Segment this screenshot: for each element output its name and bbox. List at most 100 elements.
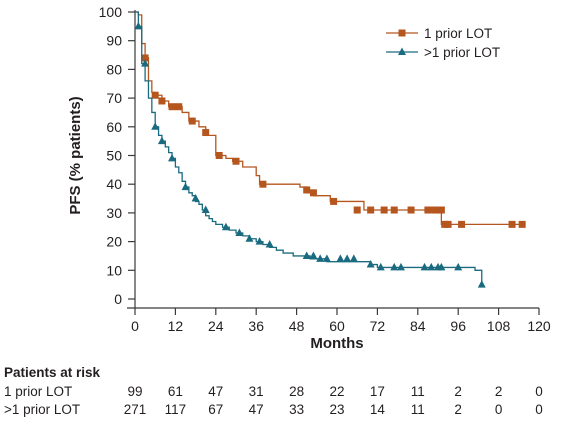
x-tick-label: 48: [289, 318, 305, 334]
y-tick-label: 50: [106, 148, 122, 164]
pfs-chart: 0 10 20 30 40 50 60 70 80 90 100 0 12 24 36 48 60 72 84 96 1…: [67, 4, 551, 352]
risk-count: 11: [410, 384, 425, 399]
censor-mark: [396, 262, 405, 271]
x-tick-label: 96: [450, 318, 466, 334]
censor-mark: [181, 182, 190, 191]
y-tick-label: 20: [106, 234, 122, 250]
censor-mark: [424, 206, 432, 214]
censor-mark: [188, 117, 196, 125]
series-2: [134, 11, 486, 288]
censor-mark: [330, 197, 338, 205]
series-layer: [134, 11, 526, 288]
censor-mark: [168, 103, 176, 111]
risk-count: 33: [289, 402, 305, 417]
censor-mark: [427, 262, 436, 271]
censor-mark: [407, 206, 415, 214]
y-tick-label: 40: [106, 176, 122, 192]
censor-mark: [309, 251, 318, 259]
censor-mark: [245, 234, 254, 242]
risk-count: 0: [535, 384, 543, 399]
censor-mark: [302, 251, 311, 259]
censor-mark: [235, 228, 244, 236]
censor-mark: [175, 103, 183, 111]
x-tick-label: 72: [370, 318, 386, 334]
censor-mark: [353, 206, 361, 214]
risk-count: 22: [329, 384, 345, 399]
censor-mark: [215, 152, 223, 159]
y-axis-title: PFS (% patients): [67, 96, 84, 214]
censor-mark: [309, 189, 317, 197]
censor-mark: [157, 136, 166, 145]
censor-mark: [437, 206, 445, 214]
censor-mark: [134, 21, 143, 30]
risk-count: 14: [369, 402, 385, 417]
censor-mark: [390, 262, 399, 271]
censor-mark: [336, 254, 345, 262]
x-tick-label: 108: [487, 318, 511, 334]
censor-mark: [221, 222, 230, 231]
censor-mark: [349, 254, 358, 262]
censor-mark: [202, 129, 210, 137]
censor-mark: [151, 91, 159, 99]
x-tick-label: 36: [248, 318, 264, 334]
risk-count: 0: [494, 402, 503, 417]
y-tick-label: 60: [106, 119, 122, 135]
censor-mark: [508, 220, 516, 228]
censor-mark: [420, 262, 429, 271]
risk-count: 2: [454, 384, 462, 399]
y-tick-label: 90: [106, 33, 122, 49]
risk-count: 23: [329, 402, 345, 417]
risk-count: 99: [127, 384, 143, 399]
censor-mark: [444, 220, 452, 228]
x-axis-title: Months: [310, 335, 363, 352]
x-tick-label: 60: [329, 318, 345, 334]
risk-count: 11: [410, 402, 425, 417]
risk-count: 0: [535, 402, 543, 417]
censor-mark: [380, 206, 388, 214]
censor-mark: [201, 205, 210, 214]
censor-mark: [477, 280, 486, 288]
legend-marker: [398, 47, 406, 55]
y-tick-label: 10: [106, 262, 122, 278]
censor-mark: [376, 262, 385, 271]
y-tick-label: 70: [106, 90, 122, 106]
y-tick-label: 0: [114, 291, 122, 307]
censor-mark: [265, 239, 274, 248]
legend-item: 1 prior LOT: [386, 26, 492, 41]
censor-mark: [366, 260, 375, 268]
censor-mark: [303, 186, 311, 194]
censor-mark: [343, 254, 352, 262]
risk-count: 117: [164, 402, 187, 417]
risk-count: 47: [248, 402, 264, 417]
risk-count: 47: [208, 384, 224, 399]
risk-row-1-prior-lot: 1 prior LOT 99 61 47 31 28 22 17 11 2 2 0: [0, 384, 561, 402]
censor-mark: [458, 220, 466, 228]
y-tick-label: 80: [106, 61, 122, 77]
y-tick-label: 30: [106, 205, 122, 221]
legend-marker: [398, 29, 406, 37]
censor-mark: [437, 262, 446, 271]
censor-mark: [151, 122, 160, 130]
risk-row-label: 1 prior LOT: [4, 384, 73, 399]
censor-mark: [158, 97, 166, 105]
risk-row-label: >1 prior LOT: [4, 402, 81, 417]
legend-label: >1 prior LOT: [424, 45, 500, 60]
censor-mark: [518, 220, 526, 228]
x-tick-label: 0: [131, 318, 139, 334]
risk-count: 61: [167, 384, 183, 399]
legend-label: 1 prior LOT: [424, 26, 492, 41]
censor-mark: [367, 206, 375, 214]
risk-count: 28: [289, 384, 305, 399]
risk-table-title: Patients at risk: [4, 365, 101, 380]
x-tick-label: 84: [410, 318, 426, 334]
censor-mark: [390, 206, 398, 214]
y-tick-label: 100: [99, 4, 123, 20]
censor-mark: [141, 54, 149, 62]
censor-mark: [322, 254, 331, 262]
censor-mark: [454, 262, 463, 271]
risk-count: 31: [248, 384, 264, 399]
x-tick-label: 12: [168, 318, 184, 334]
censor-mark: [232, 157, 240, 165]
censor-mark: [141, 59, 150, 67]
x-tick-label: 24: [208, 318, 224, 334]
